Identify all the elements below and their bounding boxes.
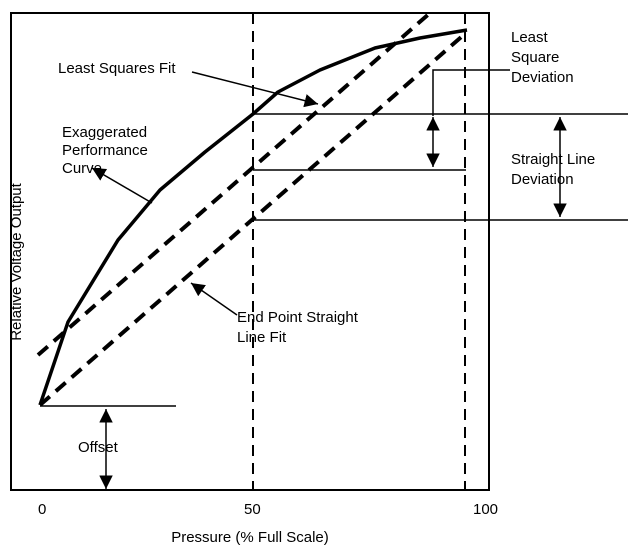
least-squares-fit-label: Least Squares Fit [58, 60, 176, 77]
least-square-deviation-label-line-3: Deviation [511, 69, 574, 86]
x-tick-100: 100 [473, 501, 498, 518]
least-squares-fit-line [36, 11, 432, 357]
x-axis-title: Pressure (% Full Scale) [171, 529, 329, 546]
end-point-callout-arrow [190, 282, 238, 316]
end-point-fit-line [38, 30, 469, 407]
exaggerated-label-line-2: Performance [62, 142, 148, 159]
straight-line-deviation-label-line-2: Deviation [511, 171, 574, 188]
x-tick-50: 50 [244, 501, 261, 518]
offset-label: Offset [78, 439, 119, 456]
end-point-label-line-1: End Point Straight [237, 309, 359, 326]
straight-line-deviation-label-line-1: Straight Line [511, 151, 595, 168]
least-square-deviation-label-line-2: Square [511, 49, 559, 66]
least-squares-callout-arrow [191, 71, 319, 108]
x-tick-0: 0 [38, 501, 46, 518]
least-square-deviation-label-line-1: Least [511, 29, 549, 46]
y-axis-title: Relative Voltage Output [8, 182, 25, 340]
least-square-deviation-leader [432, 69, 510, 116]
exaggerated-callout-arrow [91, 167, 153, 204]
exaggerated-label-line-3: Curve [62, 160, 102, 177]
plot-frame [10, 12, 490, 491]
exaggerated-label-line-1: Exaggerated [62, 124, 147, 141]
end-point-label-line-2: Line Fit [237, 329, 287, 346]
